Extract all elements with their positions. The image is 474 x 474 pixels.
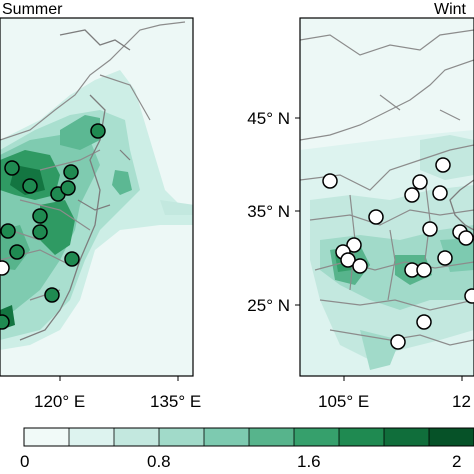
winter-station-marker — [416, 262, 432, 278]
summer-station-marker — [0, 314, 10, 330]
colorbar-label: 0 — [20, 452, 29, 471]
summer-station-marker — [64, 251, 80, 267]
winter-station-marker — [404, 187, 420, 203]
colorbar-swatch — [384, 428, 430, 446]
winter-station-marker — [352, 258, 368, 274]
summer-x-tick-label: 135° E — [150, 392, 201, 411]
colorbar-label: 1.6 — [297, 452, 321, 471]
winter-station-marker — [422, 221, 438, 237]
colorbar-swatch — [339, 428, 385, 446]
colorbar-swatch — [204, 428, 250, 446]
winter-x-tick-label: 105° E — [318, 392, 369, 411]
winter-station-marker — [368, 209, 384, 225]
winter-station-marker — [435, 157, 451, 173]
colorbar-swatch — [69, 428, 115, 446]
winter-station-marker — [416, 314, 432, 330]
colorbar-swatch — [249, 428, 295, 446]
winter-station-marker — [412, 174, 428, 190]
summer-concentration-field — [0, 21, 193, 350]
winter-station-marker — [346, 237, 362, 253]
winter-station-marker — [458, 230, 474, 246]
summer-map-panel: 120° E 135° E — [0, 17, 201, 411]
winter-station-marker — [432, 185, 448, 201]
summer-station-marker — [22, 178, 38, 194]
winter-y-tick-label: 35° N — [247, 202, 290, 221]
summer-x-tick-label: 120° E — [34, 392, 85, 411]
winter-station-marker — [437, 250, 453, 266]
summer-station-marker — [32, 208, 48, 224]
summer-station-marker — [60, 180, 76, 196]
winter-y-tick-label: 25° N — [247, 296, 290, 315]
winter-map-panel: 45° N 35° N 25° N 105° E 12 — [247, 17, 474, 411]
summer-station-marker — [90, 123, 106, 139]
winter-x-tick-label: 12 — [452, 392, 471, 411]
colorbar-label: 0.8 — [147, 452, 171, 471]
winter-station-marker — [390, 334, 406, 350]
colorbar-label: 2 — [452, 452, 461, 471]
colorbar-swatch — [24, 428, 70, 446]
winter-panel-title: Wint — [434, 1, 467, 18]
summer-station-marker — [63, 164, 79, 180]
summer-station-marker — [9, 244, 25, 260]
winter-y-tick-label: 45° N — [247, 109, 290, 128]
summer-panel-title: Summer — [2, 1, 63, 18]
colorbar-swatch — [114, 428, 160, 446]
winter-station-marker — [322, 173, 338, 189]
colorbar-swatch — [429, 428, 474, 446]
summer-station-marker — [44, 287, 60, 303]
winter-station-markers — [322, 157, 474, 350]
colorbar-swatch — [159, 428, 205, 446]
winter-station-marker — [464, 288, 474, 304]
winter-concentration-field — [300, 29, 474, 376]
summer-station-marker — [0, 223, 16, 239]
summer-station-marker — [32, 224, 48, 240]
summer-station-marker — [0, 260, 10, 276]
winter-station-marker — [340, 252, 356, 268]
summer-station-marker — [4, 160, 20, 176]
summer-station-markers — [0, 123, 106, 330]
colorbar — [23, 427, 474, 447]
colorbar-swatch — [294, 428, 340, 446]
